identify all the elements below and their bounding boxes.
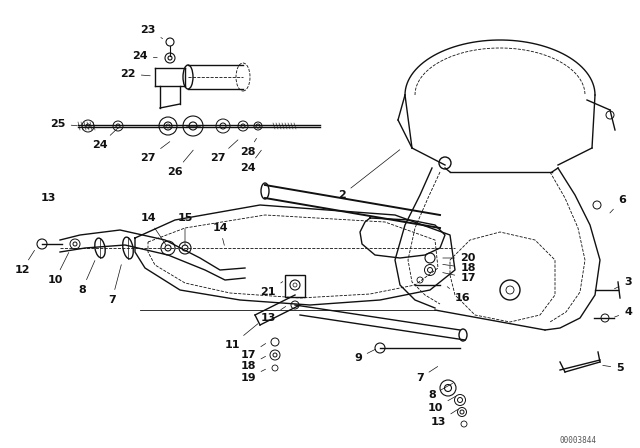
Text: 12: 12 [14,250,35,275]
Text: 25: 25 [51,119,77,129]
Text: 9: 9 [354,349,376,363]
Text: 8: 8 [428,383,452,400]
Text: 11: 11 [224,324,258,350]
Text: 17: 17 [443,272,476,283]
Text: 27: 27 [140,142,170,163]
Text: 19: 19 [240,369,266,383]
Text: 13: 13 [430,409,458,427]
Text: 24: 24 [92,128,118,150]
Text: 16: 16 [447,287,470,303]
Text: 23: 23 [140,25,163,39]
Text: 10: 10 [47,253,68,285]
Text: 26: 26 [167,150,193,177]
Text: 24: 24 [240,150,261,173]
Text: 20: 20 [443,253,476,263]
Text: 7: 7 [416,366,438,383]
Text: 5: 5 [603,363,624,373]
Text: 28: 28 [240,138,257,157]
Text: 18: 18 [240,356,266,371]
Text: 3: 3 [614,277,632,289]
Text: 18: 18 [443,263,476,273]
Text: 6: 6 [610,195,626,213]
Text: 13: 13 [260,306,285,323]
Text: 17: 17 [240,344,266,360]
Text: 14: 14 [140,213,166,246]
Text: 10: 10 [428,396,456,413]
Text: 00003844: 00003844 [560,435,597,444]
Text: 2: 2 [338,150,400,200]
Text: 22: 22 [120,69,150,79]
Text: 7: 7 [108,265,122,305]
Bar [285,275,305,297]
Text: 24: 24 [132,51,157,61]
Text: 27: 27 [211,140,238,163]
Text: 13: 13 [40,193,56,203]
Text: 15: 15 [177,213,193,245]
Text: 21: 21 [260,282,283,297]
Text: 14: 14 [212,223,228,246]
Text: 8: 8 [78,261,95,295]
Text: 4: 4 [614,307,632,317]
